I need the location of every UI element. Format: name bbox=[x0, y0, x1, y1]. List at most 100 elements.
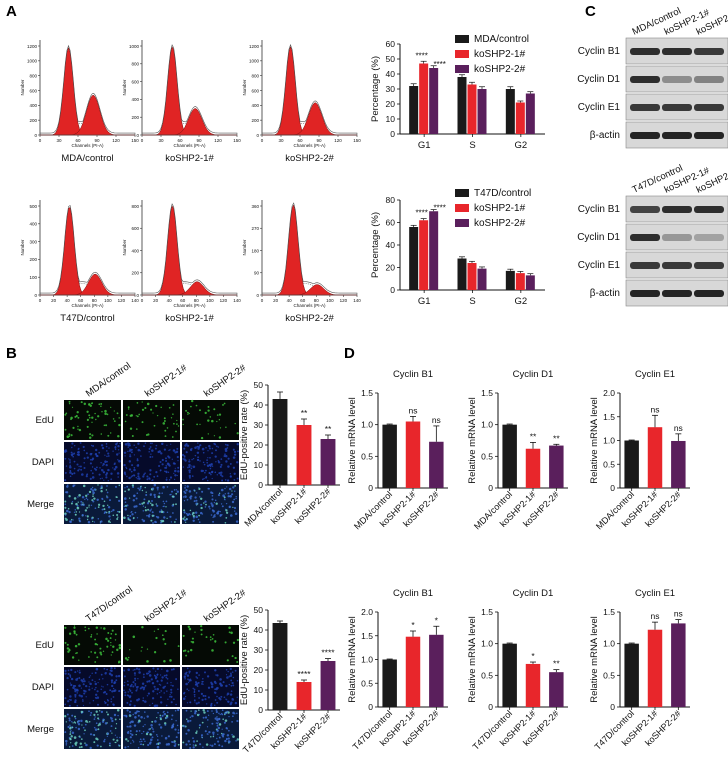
cell-nucleus bbox=[111, 629, 114, 632]
cell-nucleus bbox=[176, 423, 178, 425]
cell-nucleus bbox=[94, 716, 96, 718]
cell-nucleus bbox=[75, 414, 78, 418]
cell-nucleus bbox=[90, 711, 93, 714]
cell-nucleus bbox=[210, 502, 213, 505]
cell-nucleus bbox=[142, 688, 145, 691]
chart-y-tick-label: 0.5 bbox=[361, 451, 373, 461]
cell-nucleus bbox=[102, 678, 104, 680]
cell-nucleus bbox=[118, 510, 121, 513]
cell-nucleus bbox=[95, 453, 98, 455]
cell-nucleus bbox=[135, 667, 139, 670]
cell-nucleus bbox=[186, 667, 189, 670]
microscopy-image bbox=[123, 709, 180, 749]
histogram-g2-peak bbox=[40, 95, 135, 136]
cell-nucleus bbox=[158, 450, 161, 453]
cell-nucleus bbox=[106, 699, 109, 701]
cell-nucleus bbox=[134, 716, 137, 719]
blot-protein-label: Cyclin E1 bbox=[578, 102, 621, 113]
cell-nucleus bbox=[174, 451, 177, 454]
cell-nucleus bbox=[156, 692, 159, 695]
cell-nucleus bbox=[173, 489, 176, 491]
cell-nucleus bbox=[125, 466, 127, 468]
cell-nucleus bbox=[206, 675, 210, 678]
cell-nucleus bbox=[126, 694, 129, 696]
cell-nucleus bbox=[95, 697, 97, 700]
cell-nucleus bbox=[133, 454, 136, 456]
cell-nucleus bbox=[173, 472, 175, 475]
histogram-x-tick-label: 60 bbox=[75, 138, 81, 143]
cell-nucleus bbox=[199, 423, 201, 426]
cell-nucleus bbox=[174, 467, 176, 469]
cell-nucleus bbox=[221, 479, 224, 482]
cell-nucleus bbox=[196, 458, 199, 461]
cell-nucleus bbox=[70, 677, 74, 681]
cell-nucleus bbox=[152, 728, 154, 730]
histogram-y-tick-label: 100 bbox=[29, 275, 37, 280]
cell-nucleus bbox=[96, 633, 98, 635]
blot-band bbox=[630, 76, 660, 83]
cell-nucleus bbox=[64, 641, 67, 644]
cell-nucleus bbox=[83, 467, 86, 469]
cell-nucleus bbox=[106, 735, 109, 737]
cell-nucleus bbox=[221, 745, 224, 748]
cell-nucleus bbox=[113, 667, 116, 670]
cell-nucleus bbox=[93, 726, 96, 729]
cell-nucleus bbox=[124, 497, 127, 500]
cell-nucleus bbox=[203, 477, 205, 480]
cell-nucleus bbox=[114, 633, 117, 636]
cell-nucleus bbox=[64, 479, 67, 482]
cell-nucleus bbox=[80, 401, 83, 404]
cell-nucleus bbox=[118, 644, 122, 647]
cell-nucleus bbox=[214, 717, 217, 720]
cell-nucleus bbox=[100, 710, 104, 714]
cell-nucleus bbox=[113, 410, 115, 412]
cell-nucleus bbox=[89, 404, 92, 407]
cell-nucleus bbox=[116, 708, 120, 712]
chart-title: Cyclin D1 bbox=[513, 369, 554, 380]
cell-nucleus bbox=[69, 727, 72, 730]
cell-nucleus bbox=[134, 679, 136, 682]
cell-nucleus bbox=[65, 721, 67, 723]
cell-nucleus bbox=[104, 409, 107, 413]
cell-nucleus bbox=[219, 427, 222, 429]
cell-nucleus bbox=[136, 517, 139, 519]
cell-nucleus bbox=[177, 731, 180, 734]
cell-nucleus bbox=[233, 479, 236, 481]
cell-nucleus bbox=[214, 691, 217, 694]
cell-nucleus bbox=[227, 737, 230, 740]
cell-nucleus bbox=[226, 699, 228, 701]
cell-nucleus bbox=[88, 490, 92, 494]
chart-significance-label: * bbox=[531, 651, 535, 661]
cell-nucleus bbox=[139, 486, 142, 490]
microscopy-row-label: Merge bbox=[27, 499, 54, 510]
cell-nucleus bbox=[166, 427, 169, 429]
cell-nucleus bbox=[208, 444, 211, 448]
cell-nucleus bbox=[88, 720, 91, 723]
cell-nucleus bbox=[132, 713, 134, 716]
cell-nucleus bbox=[183, 500, 186, 502]
cell-nucleus bbox=[188, 672, 190, 674]
cell-nucleus bbox=[66, 509, 69, 513]
cell-nucleus bbox=[222, 718, 225, 721]
cell-nucleus bbox=[124, 487, 126, 489]
cell-nucleus bbox=[163, 448, 166, 451]
cell-nucleus bbox=[169, 694, 171, 696]
legend-swatch bbox=[455, 35, 469, 43]
histogram-x-tick-label: 60 bbox=[300, 298, 306, 303]
cell-nucleus bbox=[167, 471, 170, 473]
chart-significance-label: ** bbox=[553, 659, 560, 669]
cell-nucleus bbox=[185, 732, 188, 735]
cell-nucleus bbox=[133, 466, 136, 469]
histogram-y-tick-label: 1200 bbox=[249, 44, 260, 49]
cell-nucleus bbox=[139, 450, 141, 452]
cell-nucleus bbox=[74, 630, 76, 633]
cell-nucleus bbox=[222, 681, 225, 684]
cell-nucleus bbox=[68, 704, 71, 707]
edu-microscopy-panels: MDA/control koSHP2-1# koSHP2-2#EdUDAPIMerg… bbox=[27, 360, 249, 750]
chart-y-axis-label: EdU-positive rate (%) bbox=[239, 615, 250, 705]
cell-nucleus bbox=[164, 435, 167, 438]
cell-nucleus bbox=[216, 686, 219, 690]
histogram-x-tick-label: 20 bbox=[51, 298, 57, 303]
blot-band bbox=[630, 48, 660, 55]
